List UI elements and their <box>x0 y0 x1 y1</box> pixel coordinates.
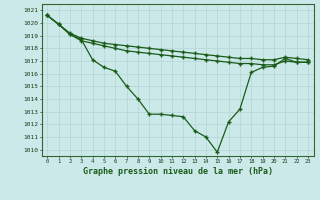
X-axis label: Graphe pression niveau de la mer (hPa): Graphe pression niveau de la mer (hPa) <box>83 167 273 176</box>
